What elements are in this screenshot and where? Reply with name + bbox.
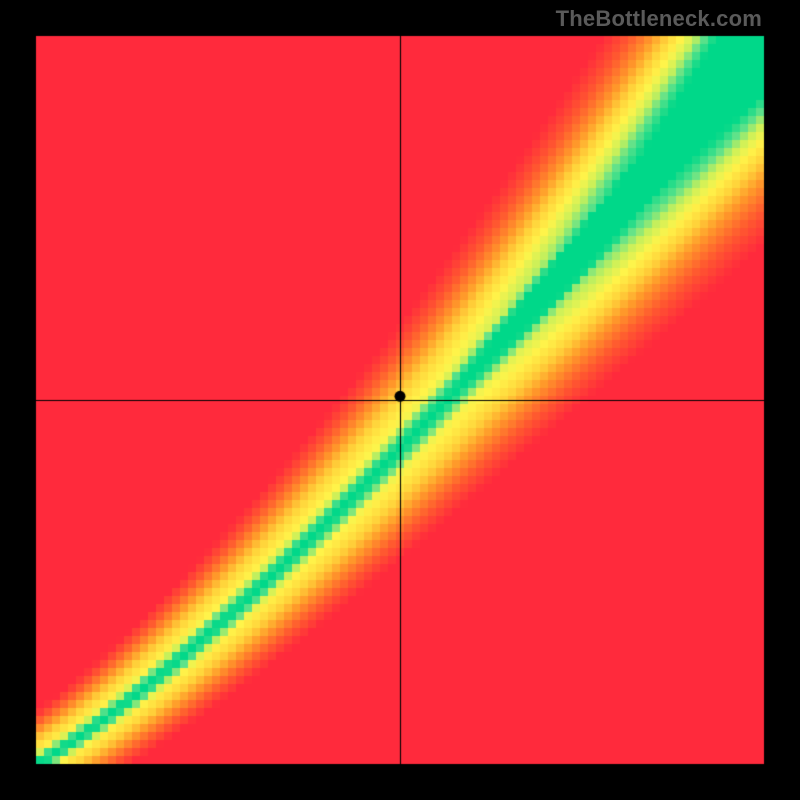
watermark-text: TheBottleneck.com	[556, 6, 762, 32]
bottleneck-heatmap	[0, 0, 800, 800]
